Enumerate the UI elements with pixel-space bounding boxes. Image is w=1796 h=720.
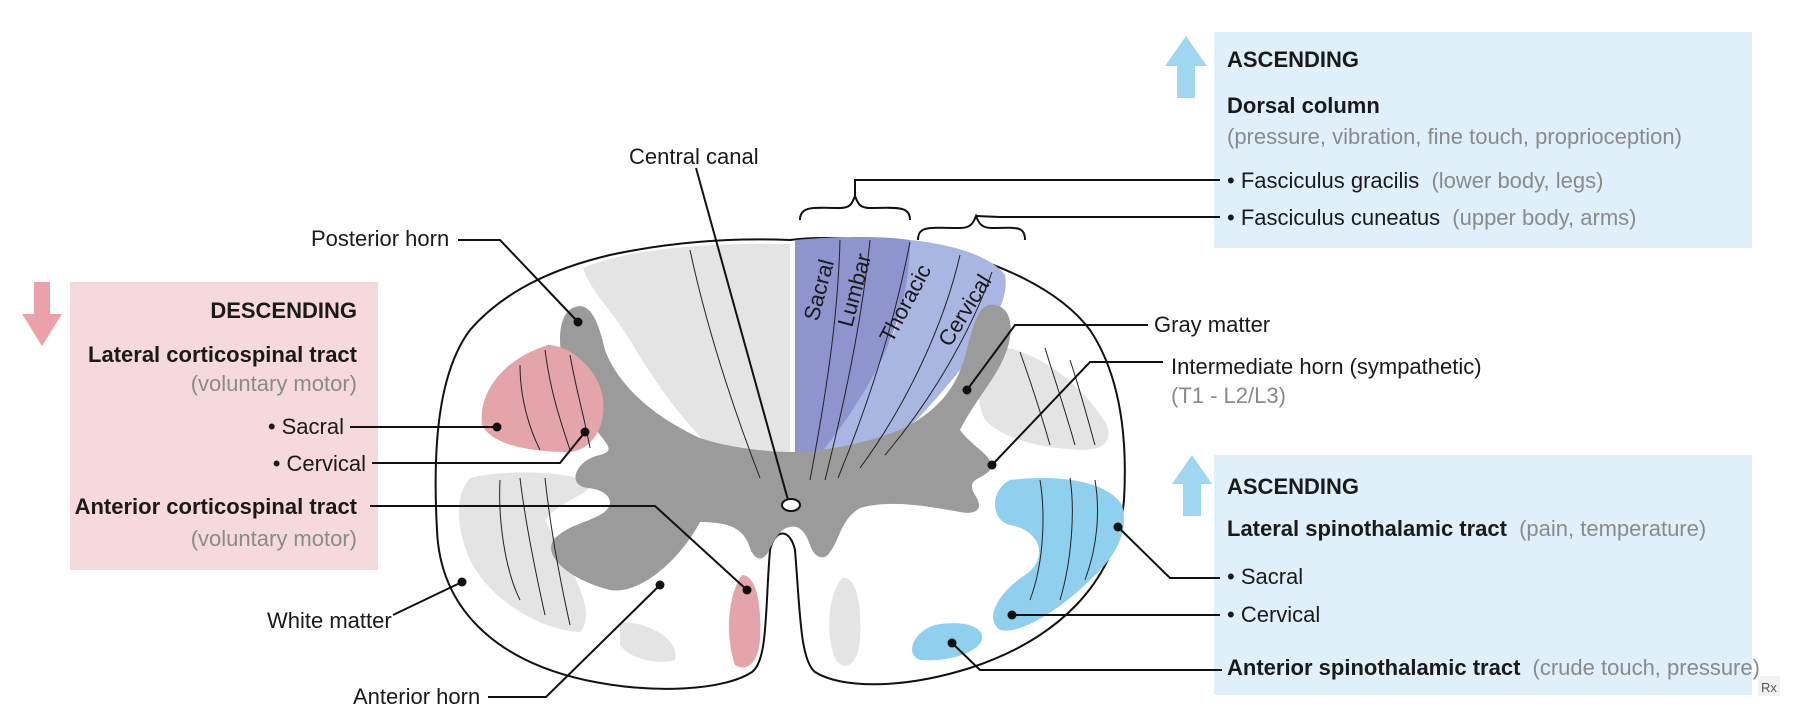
label-gray-matter: Gray matter: [1154, 312, 1270, 337]
lateral-spinothalamic-note: (pain, temperature): [1519, 516, 1706, 541]
arrow-up-icon: [1172, 455, 1212, 516]
dorsal-column-note: (pressure, vibration, fine touch, propri…: [1227, 124, 1682, 149]
dorsal-column-label: Dorsal column: [1227, 93, 1380, 118]
fasciculus-cuneatus-label: • Fasciculus cuneatus (upper body, arms): [1227, 205, 1636, 230]
anterior-spinothalamic-tract: [912, 623, 983, 661]
rx-logo: [1758, 676, 1780, 696]
label-intermediate-horn-levels: (T1 - L2/L3): [1171, 383, 1286, 408]
descending-cervical-label: • Cervical: [273, 451, 366, 476]
rx-logo-text: Rx: [1761, 680, 1777, 695]
anterior-corticospinal-note: (voluntary motor): [191, 526, 357, 551]
descending-sacral-label: • Sacral: [268, 414, 344, 439]
lateral-spinothalamic-name: Lateral spinothalamic tract: [1227, 516, 1508, 541]
anterior-spinothalamic-name: Anterior spinothalamic tract: [1227, 655, 1521, 680]
anterior-white-region-small: [620, 622, 676, 662]
leader-lines: [350, 167, 1222, 698]
lateral-spinothalamic-tract: [993, 478, 1124, 631]
fasciculus-cuneatus-name: • Fasciculus cuneatus: [1227, 205, 1440, 230]
lateral-spinothalamic-label: Lateral spinothalamic tract (pain, tempe…: [1227, 516, 1706, 541]
anterior-spinothalamic-note: (crude touch, pressure): [1533, 655, 1760, 680]
fasciculus-gracilis-label: • Fasciculus gracilis (lower body, legs): [1227, 168, 1603, 193]
ascending-cervical-label: • Cervical: [1227, 602, 1320, 627]
label-anterior-horn: Anterior horn: [353, 684, 480, 709]
descending-heading: DESCENDING: [210, 298, 357, 323]
lateral-corticospinal-note: (voluntary motor): [191, 371, 357, 396]
lateral-white-region-right: [977, 345, 1109, 450]
arrow-down-icon: [22, 282, 62, 346]
ascending-dorsal-legend-box: [1214, 32, 1752, 248]
arrow-up-icon: [1165, 36, 1207, 98]
tract-striations: [499, 239, 1098, 626]
ascending-spinothalamic-legend-box: [1214, 455, 1752, 695]
label-intermediate-horn: Intermediate horn (sympathetic): [1171, 354, 1482, 379]
anterior-corticospinal-tract: [728, 575, 761, 668]
leader-dots: [457, 317, 1123, 648]
gracilis-brace: [799, 193, 911, 221]
label-posterior-horn: Posterior horn: [311, 226, 449, 251]
descending-legend-box: [70, 282, 378, 570]
anterior-white-region-left: [458, 472, 592, 632]
dorsal-column-gracilis: [795, 237, 910, 482]
anterior-spinothalamic-label: Anterior spinothalamic tract (crude touc…: [1227, 655, 1760, 680]
gray-matter: [551, 304, 1011, 591]
fasciculus-gracilis-name: • Fasciculus gracilis: [1227, 168, 1419, 193]
lateral-corticospinal-label: Lateral corticospinal tract: [88, 342, 358, 367]
dorsal-column-cuneatus: [795, 240, 1006, 482]
fasciculus-cuneatus-note: (upper body, arms): [1452, 205, 1636, 230]
ascending-sacral-label: • Sacral: [1227, 564, 1303, 589]
ascending-top-heading: ASCENDING: [1227, 47, 1359, 72]
central-canal: [781, 498, 801, 512]
label-central-canal: Central canal: [629, 144, 759, 169]
anterior-white-region-right: [829, 577, 861, 666]
cuneatus-brace: [917, 213, 1026, 241]
anterior-corticospinal-label: Anterior corticospinal tract: [75, 494, 358, 519]
fasciculus-gracilis-note: (lower body, legs): [1431, 168, 1603, 193]
posterior-column-region: [583, 243, 790, 482]
ascending-bottom-heading: ASCENDING: [1227, 474, 1359, 499]
label-white-matter: White matter: [267, 608, 392, 633]
